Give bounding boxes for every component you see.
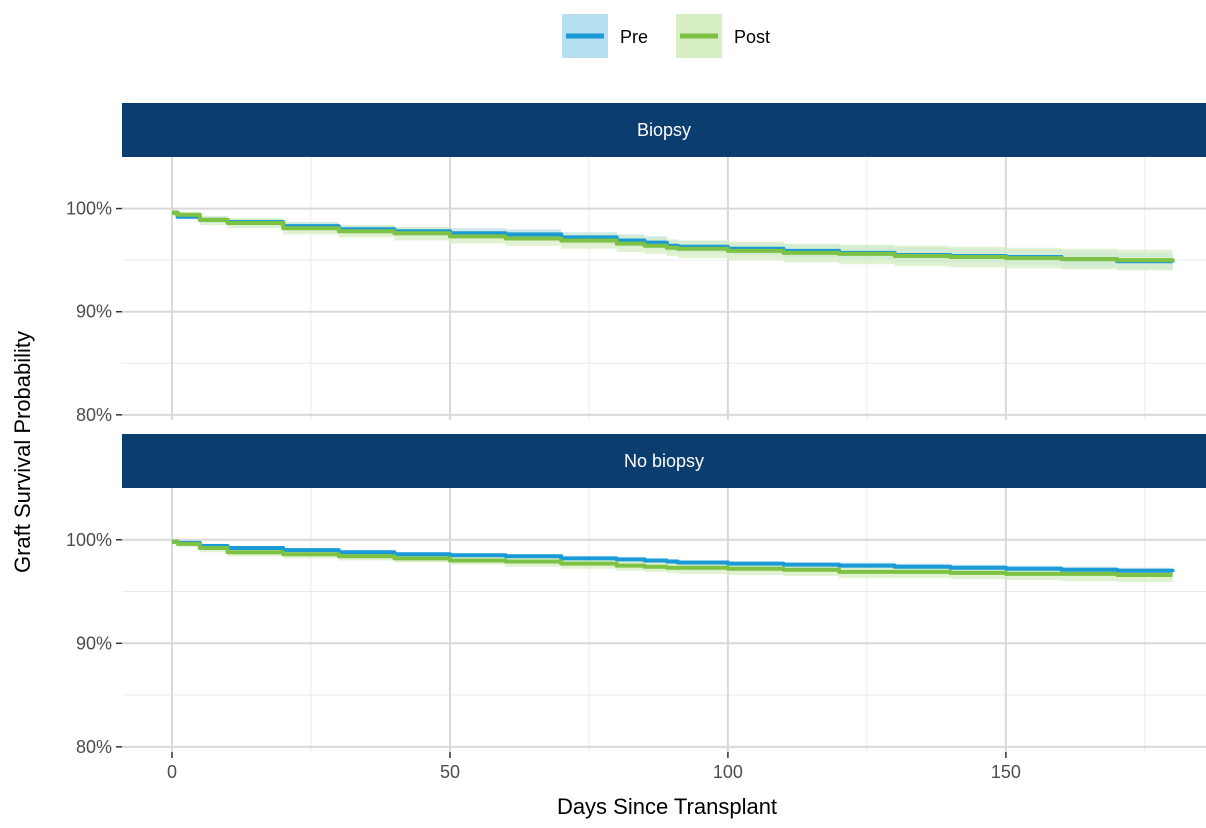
x-tick-label: 100 <box>713 762 743 782</box>
x-tick-label: 0 <box>167 762 177 782</box>
legend-item-post: Post <box>676 14 770 58</box>
chart-panels: Biopsy 80% 90% 100% No biopsy 80% 90% 100% 0 50 10… <box>66 103 1206 782</box>
panel-strip <box>122 434 1206 488</box>
x-tick-label: 150 <box>991 762 1021 782</box>
legend-item-pre: Pre <box>562 14 648 58</box>
y-tick-label: 90% <box>76 302 112 322</box>
y-axis-title: Graft Survival Probability <box>10 331 35 573</box>
y-tick-label: 90% <box>76 633 112 653</box>
panel-background <box>122 157 1206 420</box>
y-tick-label: 100% <box>66 199 112 219</box>
series-line-post <box>172 210 1175 263</box>
x-tick-label: 50 <box>440 762 460 782</box>
legend-label: Pre <box>620 27 648 47</box>
panel-strip <box>122 103 1206 157</box>
panel-biopsy: Biopsy 80% 90% 100% <box>66 103 1206 425</box>
y-tick-label: 100% <box>66 530 112 550</box>
x-axis: 0 50 100 150 <box>167 752 1021 782</box>
panel-strip-label: No biopsy <box>624 451 704 471</box>
panel-no-biopsy: No biopsy 80% 90% 100% <box>66 434 1206 757</box>
panel-strip-label: Biopsy <box>637 120 691 140</box>
series-line-post <box>172 539 1173 577</box>
y-tick-label: 80% <box>76 405 112 425</box>
series-line-pre <box>172 539 1175 573</box>
y-tick-label: 80% <box>76 737 112 757</box>
legend: Pre Post <box>562 14 770 58</box>
x-axis-title: Days Since Transplant <box>557 794 777 819</box>
panel-background <box>122 488 1206 752</box>
legend-label: Post <box>734 27 770 47</box>
